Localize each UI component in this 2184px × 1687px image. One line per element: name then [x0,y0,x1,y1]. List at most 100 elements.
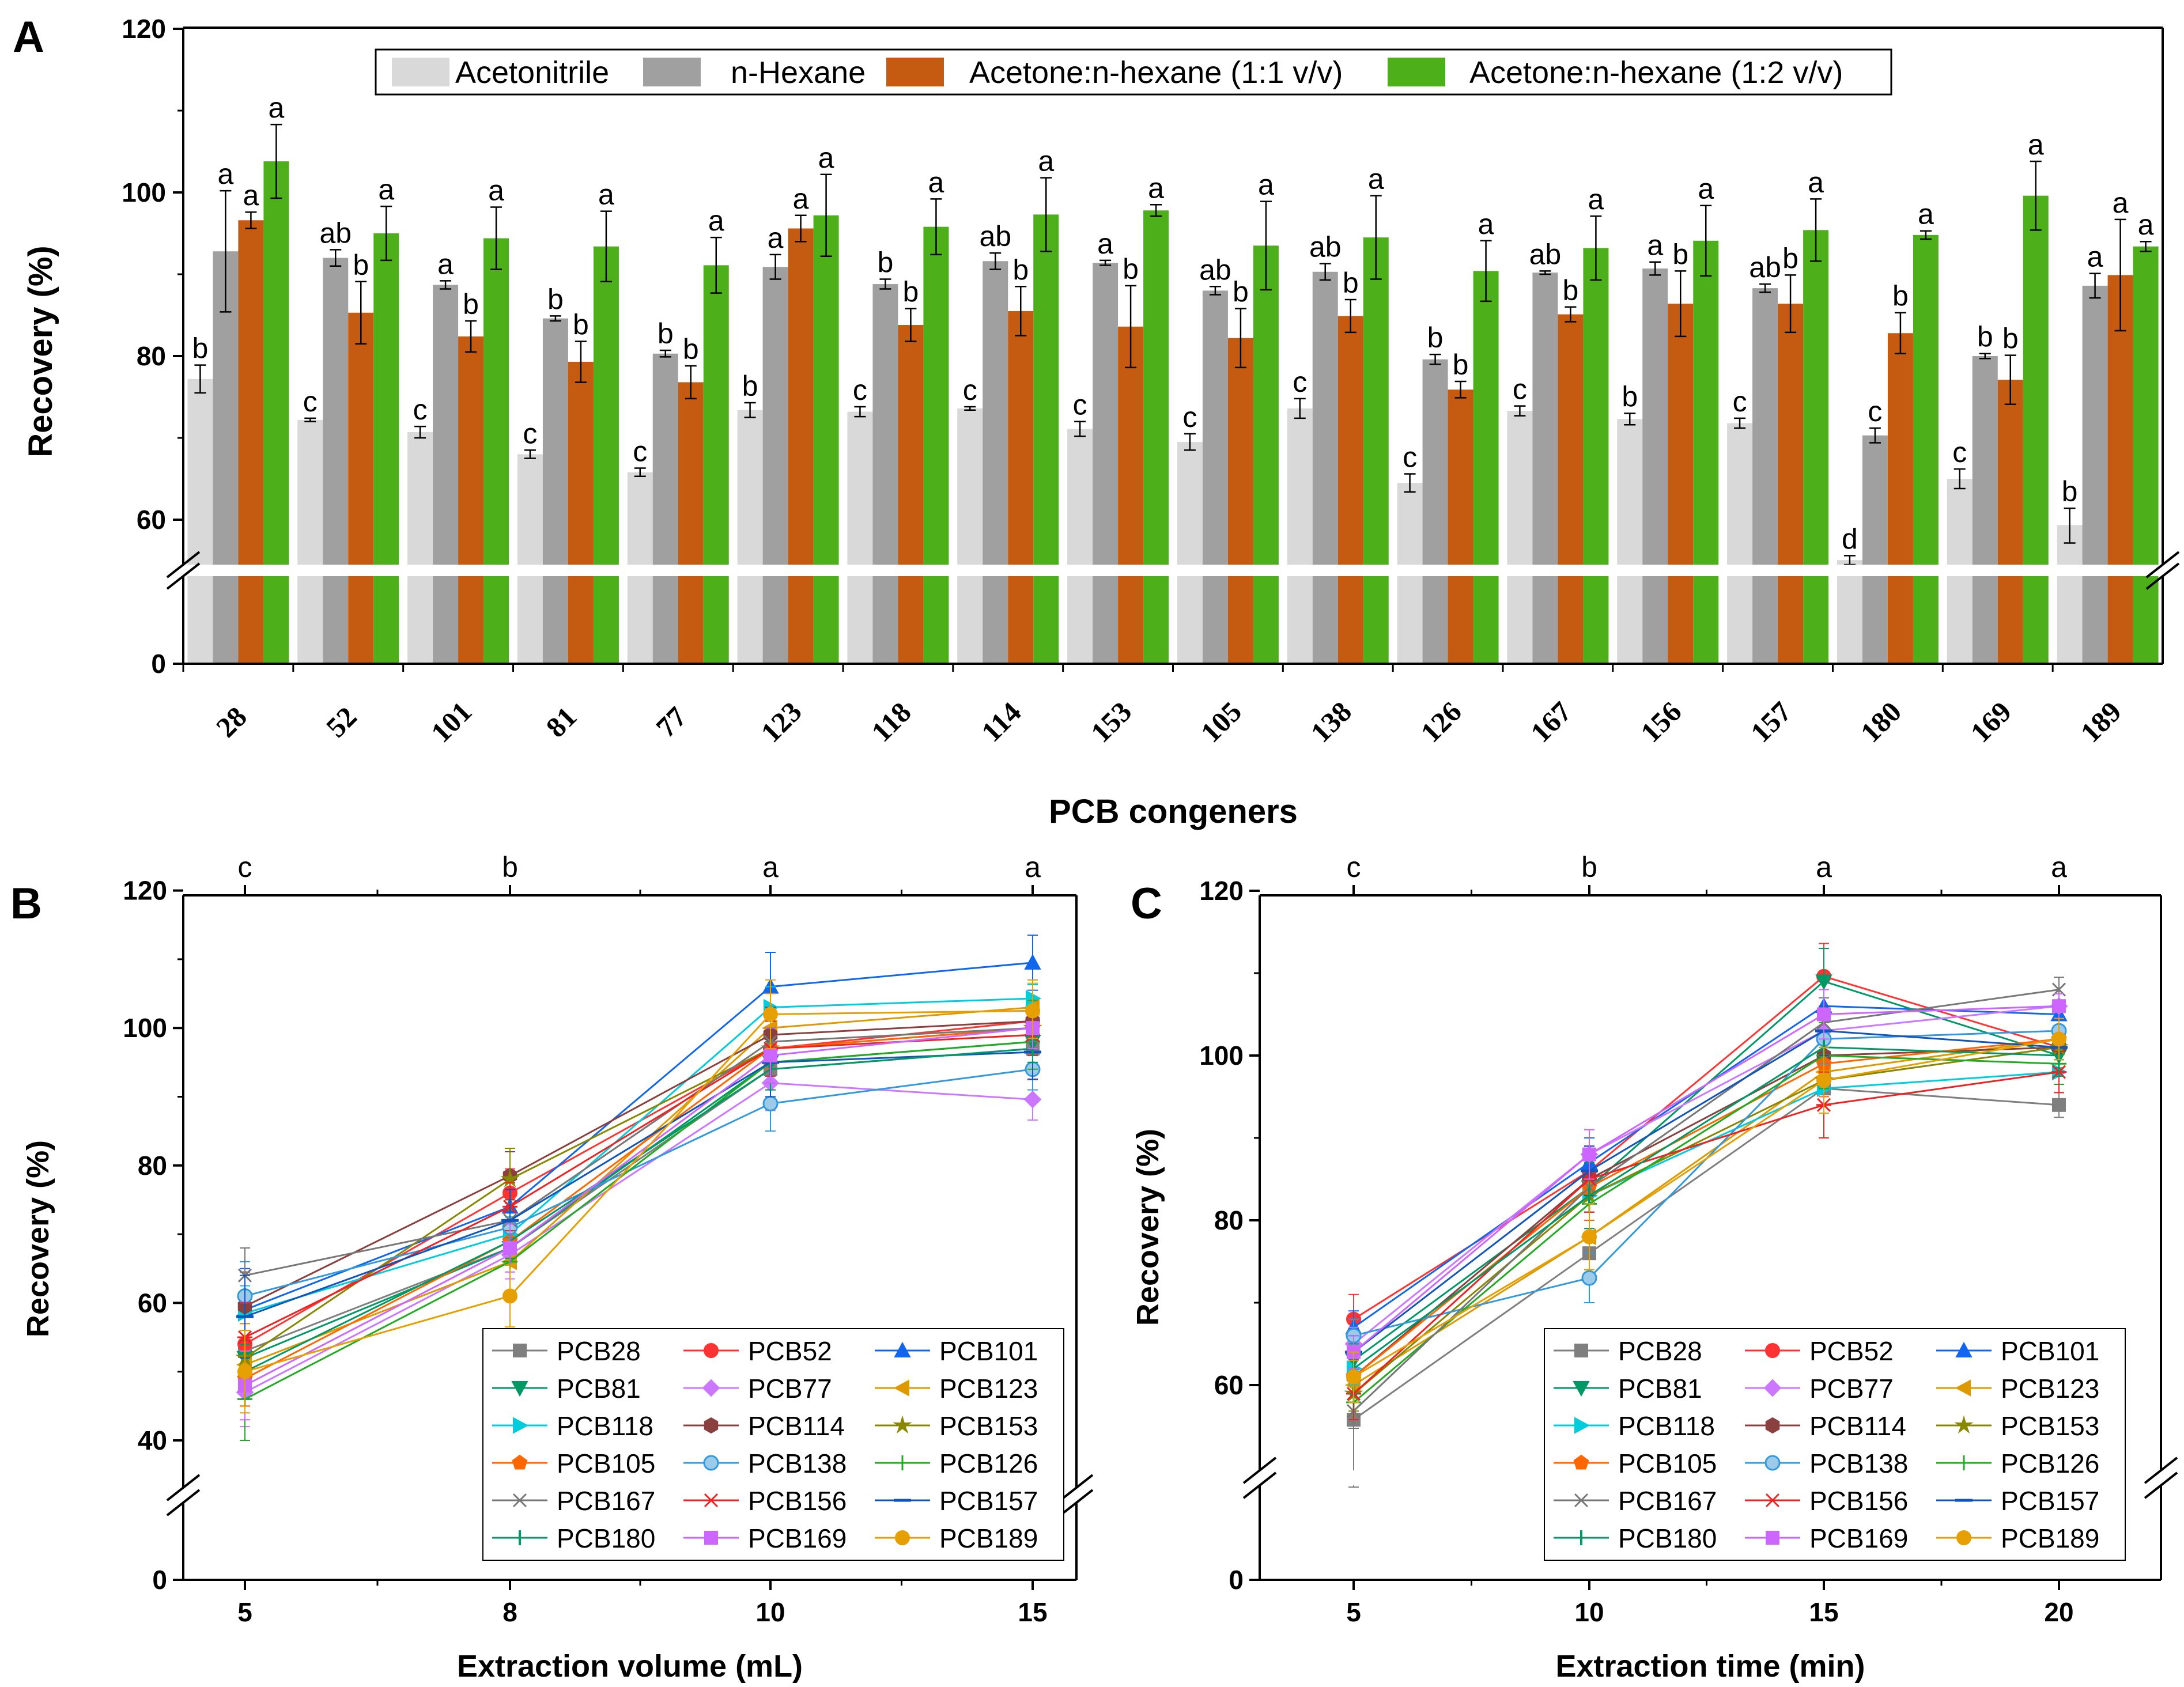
panel-label: C [1131,879,1162,928]
marker-plus [895,1455,910,1470]
break-mark [1059,1474,1094,1501]
significance-letter: b [658,317,674,350]
legend-label: PCB101 [2001,1336,2099,1366]
marker-triangle-right [1574,1417,1590,1434]
legend-label: PCB126 [939,1448,1038,1478]
significance-letter: b [742,370,758,402]
significance-letter: a [1698,173,1714,205]
x-tick-label: 8 [502,1597,517,1627]
marker-star [500,1169,520,1187]
significance-letter: b [1672,238,1688,270]
break-mark [2144,1472,2178,1499]
series-line-PCB105 [1353,1038,2060,1378]
y-tick-label: 100 [123,1013,167,1043]
marker-triangle-down [1573,1381,1590,1397]
marker-sphere [1764,1455,1781,1471]
marker-square [1574,1344,1588,1357]
series-line-PCB114 [244,1020,1033,1307]
top-letter: c [238,851,252,883]
bar-0-157 [1727,423,1753,664]
series-line-PCB138 [244,1068,1033,1297]
legend-label: PCB156 [1809,1486,1908,1516]
top-letter: b [502,851,518,883]
bar-0-153 [1067,429,1093,664]
legend-swatch-0 [392,58,449,86]
significance-letter: b [878,247,894,279]
legend-label: PCB28 [1618,1336,1702,1366]
bar-2-153 [1118,326,1144,664]
bar-2-138 [1337,316,1363,664]
legend-swatch-2 [886,58,944,86]
x-axis-title: Extraction time (min) [1555,1649,1865,1684]
legend-label: PCB77 [748,1374,832,1404]
series-line-PCB118 [244,997,1033,1314]
bar-1-126 [1422,359,1448,664]
series-line-PCB77 [244,1082,1033,1393]
marker-circle [895,1530,910,1545]
legend-label: PCB157 [939,1486,1038,1516]
bar-1-169 [1972,356,1998,664]
legend-label: PCB169 [748,1523,847,1553]
y-axis-title: Recovery (%) [22,245,59,457]
significance-letter: a [1588,183,1604,215]
marker-triangle-up [1955,1341,1973,1357]
marker-triangle-right [513,1417,529,1434]
significance-letter: c [1868,395,1882,428]
significance-letter: b [2062,475,2078,508]
marker-circle [704,1343,719,1358]
x-tick-label: 15 [1809,1597,1838,1627]
y-axis-title: Recovery (%) [1131,1129,1165,1326]
bar-1-28 [213,251,239,664]
y-tick-label: 60 [137,505,166,535]
bar-2-118 [898,325,924,664]
bar-0-189 [2057,525,2083,664]
x-tick-label: 28 [210,701,253,744]
legend-label: PCB114 [748,1411,845,1441]
significance-letter: c [1293,366,1307,398]
marker-hexagon [704,1417,719,1434]
y-tick-label: 0 [152,1565,167,1595]
significance-letter: a [1647,229,1663,262]
bar-2-157 [1778,304,1804,664]
significance-letter: b [1782,242,1798,274]
bar-3-101 [483,238,509,664]
bar-2-105 [1227,338,1253,664]
bar-0-123 [737,410,763,664]
bar-3-157 [1803,230,1829,664]
significance-letter: a [1148,172,1164,204]
bar-3-126 [1473,271,1499,664]
top-letter: a [1025,851,1041,883]
bar-2-126 [1448,389,1473,664]
marker-circle [1025,1003,1040,1019]
y-tick-label: 0 [1229,1565,1244,1595]
x-tick-label: 157 [1744,695,1798,749]
significance-letter: b [1427,321,1444,354]
bar-0-81 [517,454,543,664]
marker-circle [763,1007,778,1022]
significance-letter: b [1343,267,1359,299]
marker-circle [1346,1369,1361,1385]
legend-label: PCB81 [1618,1374,1702,1404]
bar-1-52 [323,258,349,664]
series-line-PCB123 [244,1006,1033,1366]
x-tick-label: 81 [539,701,583,744]
x-tick-label: 126 [1414,695,1468,749]
significance-letter: ab [979,220,1011,252]
bar-0-156 [1617,419,1643,664]
top-letter: a [762,851,779,883]
bar-1-101 [433,285,459,664]
significance-letter: a [818,142,834,174]
marker-circle [502,1288,517,1304]
marker-circle [1765,1343,1780,1358]
y-axis-title: Recovery (%) [21,1140,55,1337]
y-tick-label: 40 [138,1425,167,1455]
bar-2-101 [458,336,484,664]
significance-letter: b [2002,323,2019,355]
marker-circle [237,1364,252,1379]
significance-letter: a [928,166,944,198]
bar-2-123 [788,228,814,664]
break-mark [2145,551,2180,578]
significance-letter: b [1892,280,1909,312]
bar-3-81 [593,246,619,664]
